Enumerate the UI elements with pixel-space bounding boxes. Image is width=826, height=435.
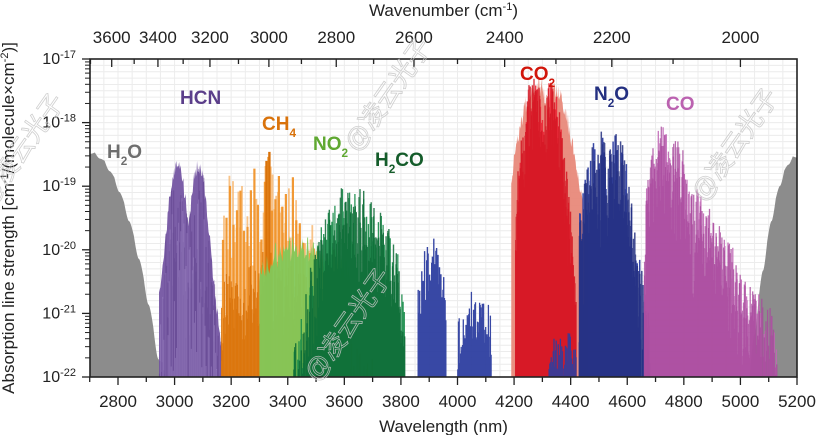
svg-text:3200: 3200	[212, 392, 250, 411]
svg-text:Absorption line strength [cm-1: Absorption line strength [cm-1/(molecule…	[0, 42, 18, 394]
svg-text:3000: 3000	[156, 392, 194, 411]
svg-text:CO: CO	[666, 94, 695, 115]
svg-text:Wavenumber (cm-1): Wavenumber (cm-1)	[369, 1, 518, 20]
svg-text:3600: 3600	[325, 392, 363, 411]
svg-text:2800: 2800	[99, 392, 137, 411]
svg-text:4200: 4200	[495, 392, 533, 411]
svg-text:3400: 3400	[139, 28, 177, 47]
svg-text:3800: 3800	[382, 392, 420, 411]
svg-text:4000: 4000	[439, 392, 477, 411]
svg-text:3600: 3600	[93, 28, 131, 47]
svg-text:2400: 2400	[486, 28, 524, 47]
svg-text:3400: 3400	[269, 392, 307, 411]
svg-text:2800: 2800	[317, 28, 355, 47]
svg-text:Wavelength (nm): Wavelength (nm)	[379, 417, 508, 435]
svg-text:5200: 5200	[778, 392, 816, 411]
svg-text:4800: 4800	[665, 392, 703, 411]
svg-text:3200: 3200	[191, 28, 229, 47]
svg-text:2200: 2200	[593, 28, 631, 47]
svg-text:3000: 3000	[250, 28, 288, 47]
svg-text:5000: 5000	[722, 392, 760, 411]
svg-text:HCN: HCN	[180, 88, 221, 109]
svg-text:4600: 4600	[608, 392, 646, 411]
svg-text:4400: 4400	[552, 392, 590, 411]
svg-text:2000: 2000	[722, 28, 760, 47]
